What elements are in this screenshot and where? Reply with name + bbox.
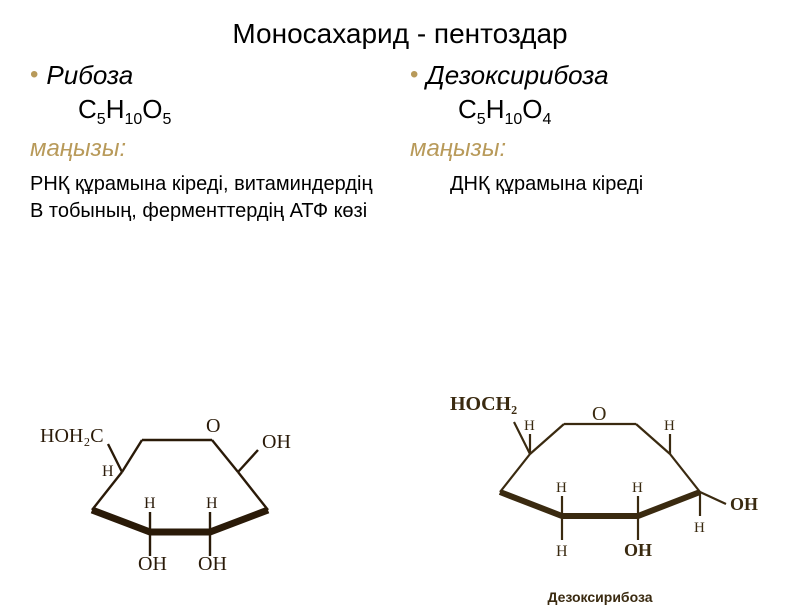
label-oh-br: OH [198,553,227,570]
label-h-tl: H [524,418,535,434]
label-hoch2: HOCH₂ [450,393,517,415]
label-oh-right: OH [730,494,758,514]
ribose-structure: HOH₂C O OH OH OH H H H [30,400,330,575]
label-hoh2c: HOH₂C [40,425,104,447]
label-h-bl: H [556,543,568,560]
right-name: Дезоксирибоза [426,60,608,90]
left-formula: C5H10O5 [78,94,390,129]
label-oh-bl: OH [138,553,167,570]
label-oh-mid: OH [624,540,652,560]
label-oh-tr: OH [262,431,291,453]
label-h-bl: H [144,495,156,512]
right-column: • Дезоксирибоза C5H10O4 маңызы: ДНҚ құра… [400,60,780,225]
label-h-tr: H [664,418,675,434]
label-h-br: H [694,520,705,536]
right-desc: ДНҚ құрамына кіреді [450,171,770,198]
bullet-icon: • [30,60,38,90]
left-column: • Рибоза C5H10O5 маңызы: РНҚ құрамына кі… [20,60,400,225]
page-title: Моносахарид - пентоздар [0,0,800,50]
left-meaning-label: маңызы: [30,135,390,163]
right-meaning-label: маңызы: [410,135,770,163]
right-formula: C5H10O4 [458,94,770,129]
label-h-br: H [206,495,218,512]
deoxy-caption: Дезоксирибоза [430,589,770,605]
columns: • Рибоза C5H10O5 маңызы: РНҚ құрамына кі… [0,50,800,225]
label-h-ml: H [556,480,567,496]
left-desc: РНҚ құрамына кіреді, витаминдердің В тоб… [30,171,390,225]
bullet-icon: • [410,60,418,90]
deoxyribose-structure: HOCH₂ O H H OH H H H OH H Дезоксирибоза [430,370,770,605]
label-ring-o: O [206,415,220,437]
label-h-mr: H [632,480,643,496]
label-ring-o: O [592,403,606,425]
label-h-tl: H [102,463,114,480]
left-name: Рибоза [46,60,133,90]
